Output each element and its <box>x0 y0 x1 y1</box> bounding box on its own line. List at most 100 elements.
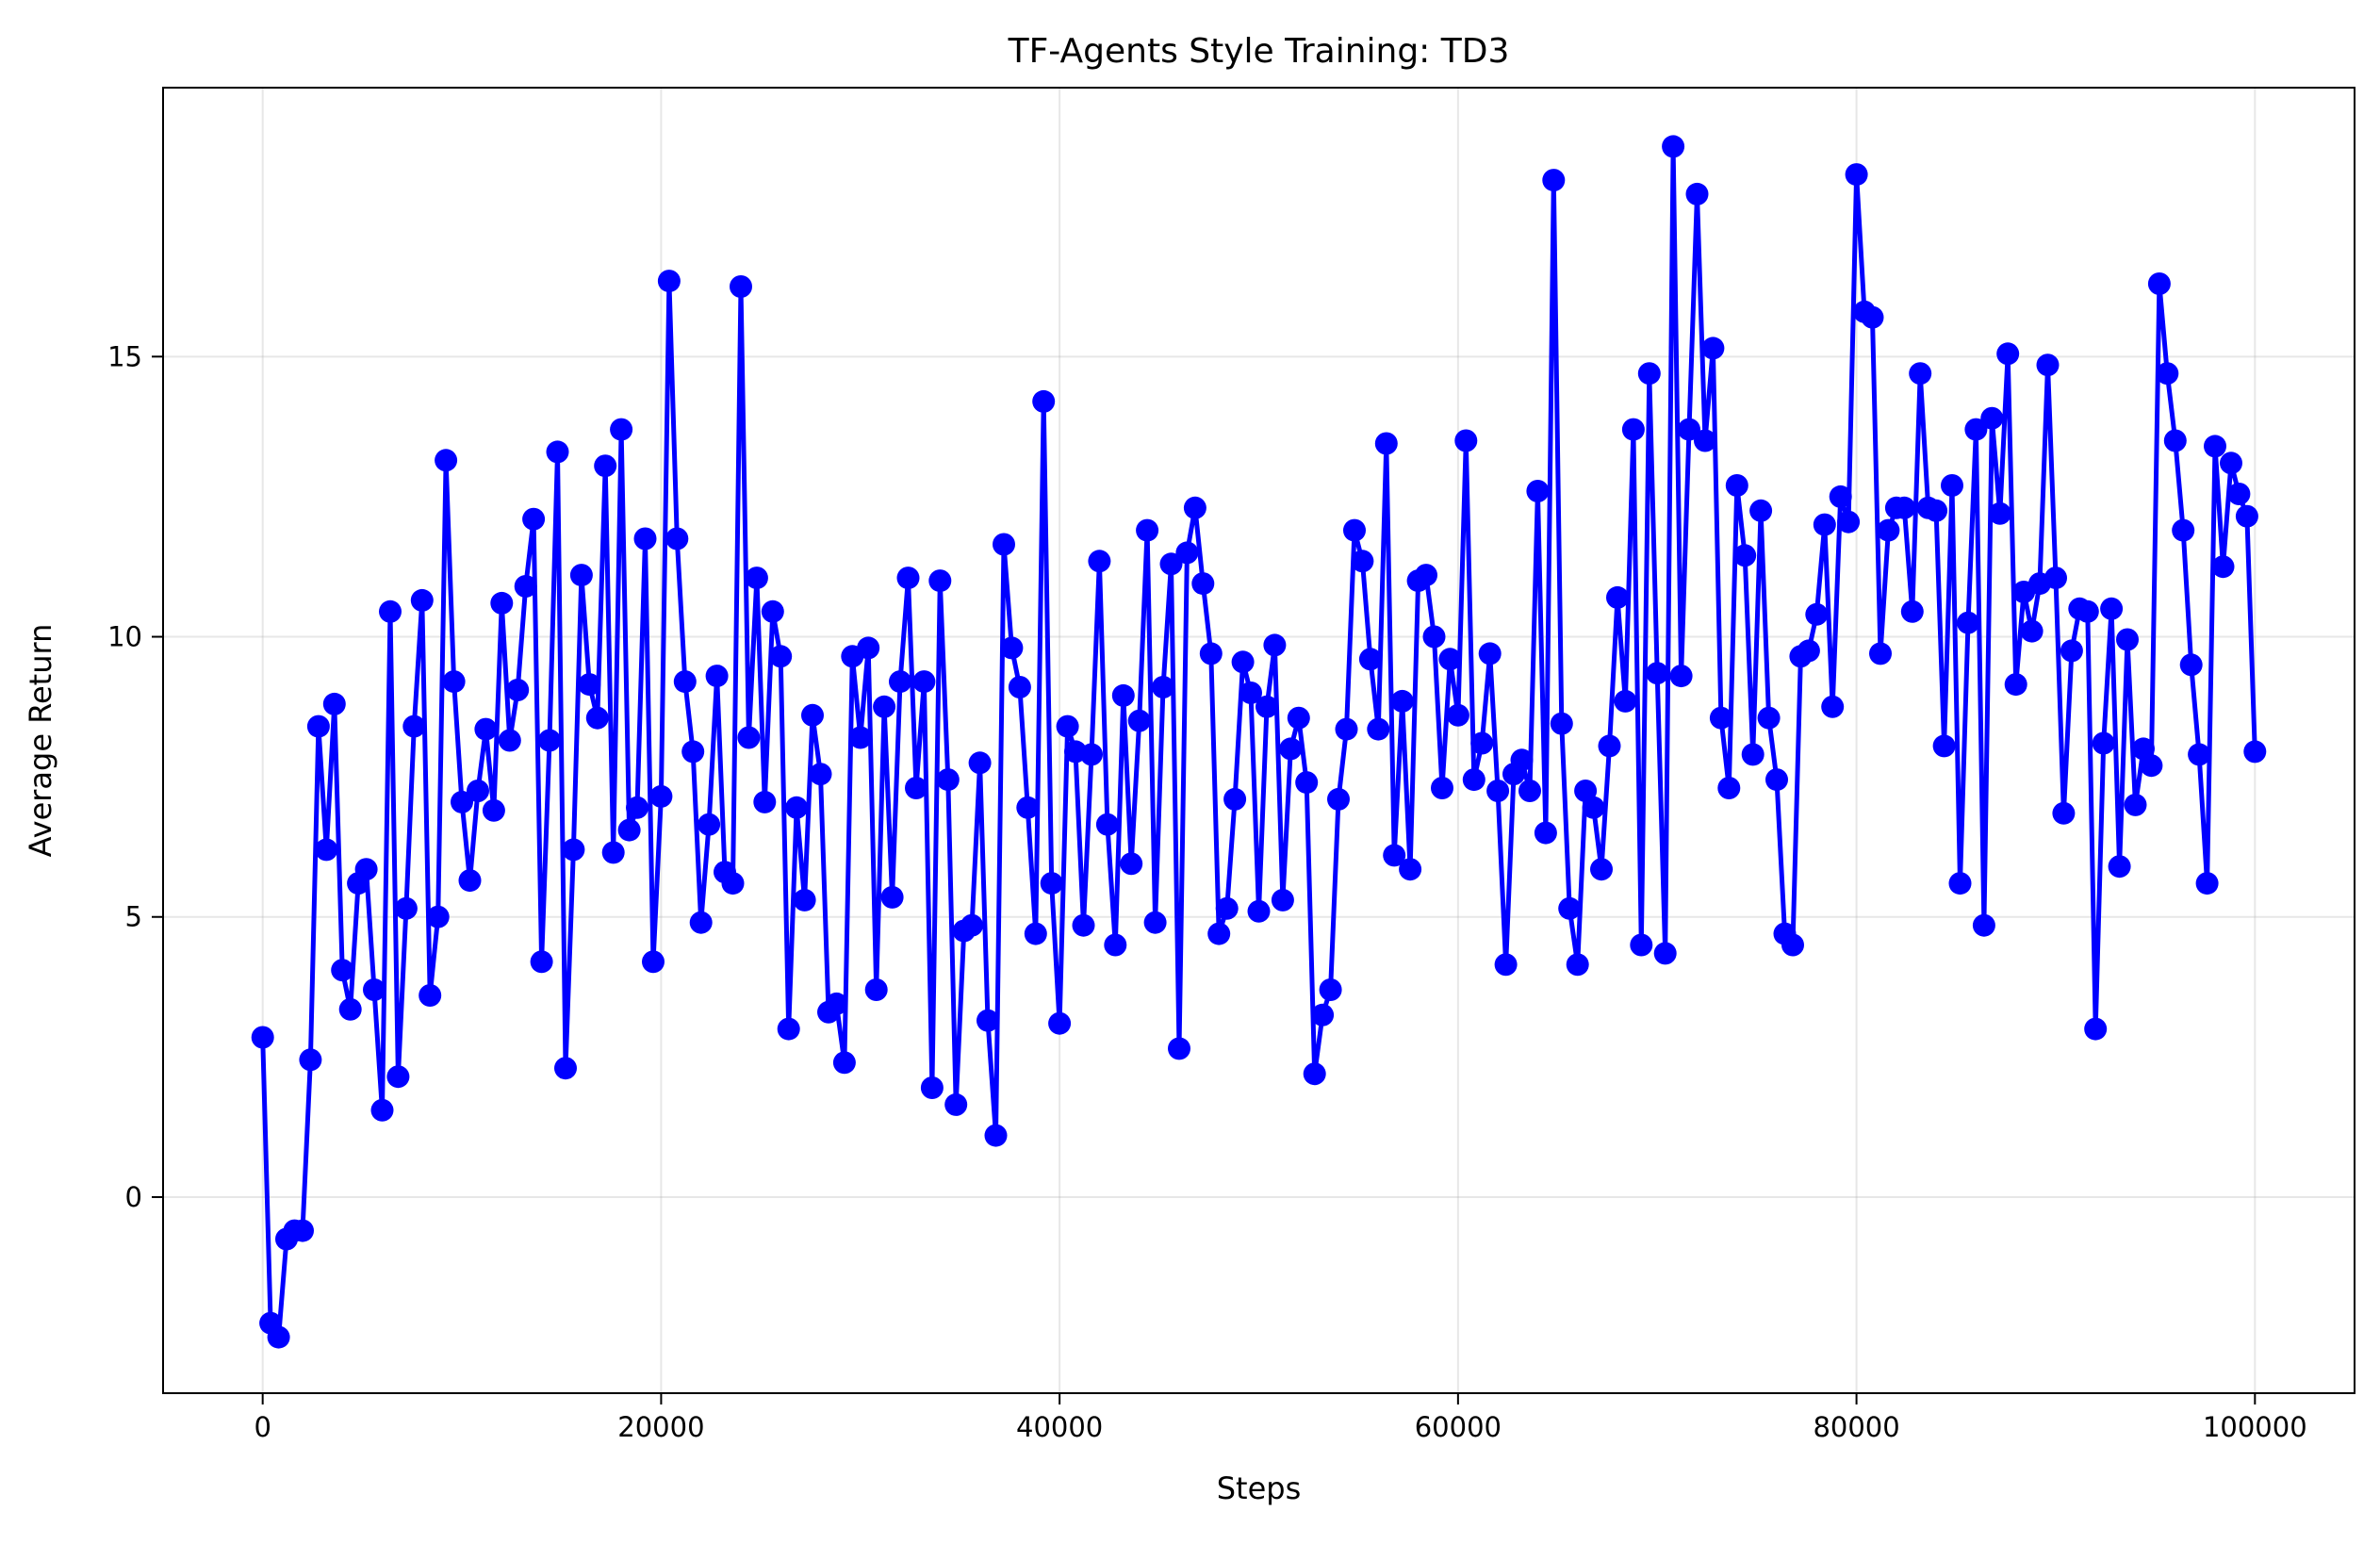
data-point <box>291 1219 314 1242</box>
data-point <box>633 527 657 550</box>
data-point <box>832 1051 856 1075</box>
data-point <box>1550 712 1573 735</box>
data-point <box>1932 734 1956 758</box>
data-point <box>1694 429 1716 452</box>
data-point <box>1542 169 1566 192</box>
data-point <box>1183 496 1206 519</box>
data-point <box>1964 418 1988 441</box>
data-point <box>538 729 561 752</box>
data-point <box>1837 510 1861 534</box>
x-tick-label: 100000 <box>2203 1411 2307 1443</box>
data-point <box>649 784 673 808</box>
data-point <box>1311 1003 1335 1027</box>
data-point <box>793 888 816 912</box>
y-tick-label: 15 <box>107 340 142 372</box>
data-point <box>1861 305 1884 329</box>
data-point <box>1223 787 1247 811</box>
data-point <box>386 1065 410 1089</box>
data-point <box>657 270 681 293</box>
data-point <box>546 440 569 464</box>
data-point <box>585 706 609 730</box>
data-point <box>968 751 992 775</box>
data-point <box>1486 780 1510 802</box>
series-markers <box>251 135 2267 1349</box>
x-tick-label: 0 <box>254 1411 271 1443</box>
data-point <box>801 703 824 727</box>
data-point <box>1239 682 1262 704</box>
data-point <box>2132 737 2155 761</box>
data-point <box>1478 642 1502 665</box>
data-point <box>928 569 952 593</box>
data-point <box>1191 572 1215 596</box>
data-point <box>1446 703 1469 727</box>
data-point <box>474 717 498 741</box>
data-point <box>530 950 553 974</box>
data-point <box>1518 780 1541 802</box>
data-point <box>809 763 832 786</box>
data-point <box>1893 496 1916 519</box>
data-point <box>1988 501 2011 525</box>
data-point <box>1422 625 1446 649</box>
data-point <box>578 673 601 697</box>
data-point <box>2179 653 2203 677</box>
data-point <box>1454 429 1478 452</box>
data-point <box>1621 418 1645 441</box>
data-point <box>1247 899 1271 923</box>
data-point <box>306 715 330 738</box>
data-point <box>419 984 442 1007</box>
data-point <box>993 533 1015 556</box>
x-tick-label: 80000 <box>1813 1411 1899 1443</box>
data-point <box>1104 933 1127 957</box>
data-point <box>864 978 888 1001</box>
data-point <box>1590 858 1613 881</box>
data-point <box>354 858 378 881</box>
data-point <box>1008 676 1031 698</box>
data-point <box>1271 888 1294 912</box>
data-point <box>1263 633 1287 657</box>
data-point <box>1438 648 1462 671</box>
data-point <box>562 838 585 862</box>
data-point <box>2092 731 2115 755</box>
data-point <box>2108 855 2131 879</box>
data-point <box>1574 780 1598 802</box>
data-point <box>1048 1011 1072 1035</box>
data-point <box>1941 474 1963 497</box>
data-point <box>1335 717 1358 741</box>
data-point <box>2124 793 2147 816</box>
data-point <box>936 768 960 792</box>
data-point <box>451 790 473 813</box>
data-point <box>2084 1017 2108 1041</box>
data-point <box>705 665 729 688</box>
data-point <box>1598 734 1621 758</box>
data-point <box>1717 777 1741 799</box>
data-point <box>673 670 697 694</box>
data-point <box>1877 518 1900 542</box>
data-point <box>1327 787 1350 811</box>
data-point <box>785 796 809 819</box>
data-point <box>2147 272 2171 295</box>
data-point <box>2004 673 2027 697</box>
data-point <box>977 1009 999 1032</box>
data-point <box>689 911 713 934</box>
data-point <box>2172 518 2195 542</box>
data-point <box>1136 518 1159 542</box>
data-point <box>1175 541 1199 565</box>
data-point <box>554 1057 577 1080</box>
data-point <box>1470 731 1494 755</box>
data-point <box>1399 858 1422 881</box>
data-point <box>522 507 546 531</box>
data-point <box>506 679 530 701</box>
data-point <box>1256 695 1278 718</box>
data-point <box>1088 550 1111 573</box>
data-point <box>1996 342 2020 366</box>
y-tick-label: 0 <box>125 1181 142 1213</box>
data-point <box>2195 872 2219 895</box>
x-tick-label: 20000 <box>617 1411 704 1443</box>
data-point <box>1829 485 1852 508</box>
data-point <box>1024 922 1047 945</box>
data-point <box>363 978 386 1001</box>
data-point <box>2020 619 2044 643</box>
data-point <box>1948 872 1972 895</box>
data-point <box>267 1325 290 1349</box>
